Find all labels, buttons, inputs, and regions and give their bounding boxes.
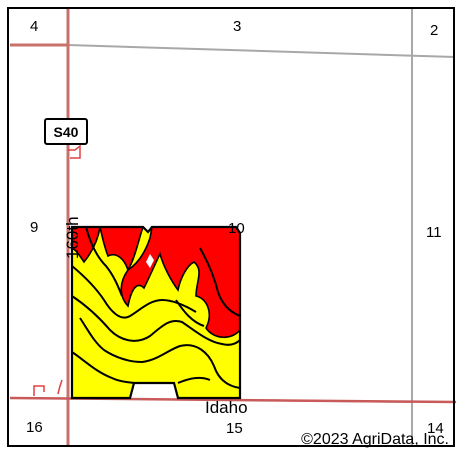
section-label-11: 11 — [426, 224, 442, 241]
field-boundary — [70, 225, 242, 400]
section-label-2: 2 — [430, 22, 438, 39]
field-inclusion — [146, 254, 154, 268]
soil-area-red-3 — [120, 227, 240, 339]
section-label-3: 3 — [233, 18, 241, 35]
road-label-idaho: Idaho — [205, 398, 248, 417]
contour-lines — [72, 227, 240, 389]
copyright-notice: ©2023 AgriData, Inc. — [301, 431, 449, 448]
section-label-4: 4 — [30, 18, 38, 35]
road-spur-west-2 — [57, 379, 63, 395]
road-label-160th: 160th — [63, 216, 82, 259]
section-labels: 4 3 2 9 10 11 16 15 14 — [26, 18, 444, 437]
map-border — [7, 7, 455, 447]
field[interactable] — [70, 225, 242, 400]
road-spur-west — [33, 385, 45, 396]
section-label-14: 14 — [427, 420, 444, 437]
section-label-15: 15 — [226, 420, 243, 437]
soil-area-red-1 — [72, 227, 101, 264]
section-line-north — [67, 44, 456, 58]
section-label-9: 9 — [30, 219, 38, 236]
section-label-16: 16 — [26, 419, 43, 436]
highway-shield: S40 — [44, 118, 88, 145]
highway-shield-label: S40 — [54, 124, 79, 140]
section-label-10: 10 — [228, 220, 245, 237]
soil-area-red-2 — [99, 227, 145, 272]
road-spur-north — [68, 144, 81, 159]
